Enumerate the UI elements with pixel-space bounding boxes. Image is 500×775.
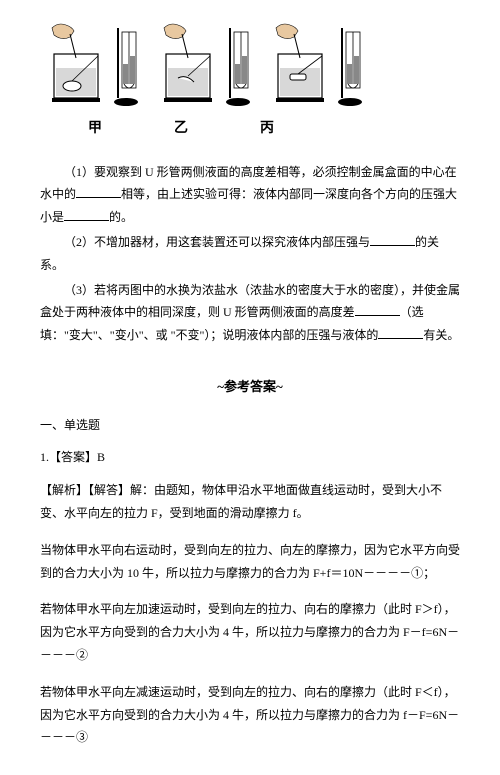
q3-text-c: 有关。: [423, 328, 459, 342]
answers-title: ~参考答案~: [40, 375, 460, 400]
q1-text-c: 的。: [109, 210, 133, 224]
blank: [355, 301, 400, 316]
question-3: （3）若将丙图中的水换为浓盐水（浓盐水的密度大于水的密度），并使金属盒处于两种液…: [40, 279, 460, 347]
blank: [378, 324, 423, 339]
blank: [370, 231, 415, 246]
answer-explain-head: 【解析】【解答】解：由题知，物体甲沿水平地面做直线运动时，受到大小不变、水平向左…: [40, 479, 460, 525]
experiment-figure: [48, 20, 460, 110]
blank: [64, 206, 109, 221]
figure-labels: 甲 乙 丙: [88, 116, 460, 143]
answer-p1: 当物体甲水平向右运动时，受到向左的拉力、向左的摩擦力，因为它水平方向受到的合力大…: [40, 539, 460, 585]
q2-text-a: （2）不增加器材，用这套装置还可以探究液体内部压强与: [64, 235, 370, 249]
blank: [76, 183, 121, 198]
setup-3: [272, 20, 366, 110]
question-2: （2）不增加器材，用这套装置还可以探究液体内部压强与的关系。: [40, 231, 460, 277]
answer-p3: 若物体甲水平向左减速运动时，受到向左的拉力、向右的摩擦力（此时 F＜f），因为它…: [40, 681, 460, 749]
setup-2: [160, 20, 254, 110]
answers-section: 一、单选题: [40, 414, 460, 437]
answer-number: 1.【答案】B: [40, 446, 460, 469]
question-1: （1）要观察到 U 形管两侧液面的高度差相等，必须控制金属盒面的中心在水中的相等…: [40, 161, 460, 229]
setup-1: [48, 20, 142, 110]
fig-label-1: 甲: [88, 116, 102, 143]
fig-label-2: 乙: [174, 116, 188, 143]
answer-p2: 若物体甲水平向左加速运动时，受到向左的拉力、向右的摩擦力（此时 F＞f），因为它…: [40, 598, 460, 666]
fig-label-3: 丙: [260, 116, 274, 143]
